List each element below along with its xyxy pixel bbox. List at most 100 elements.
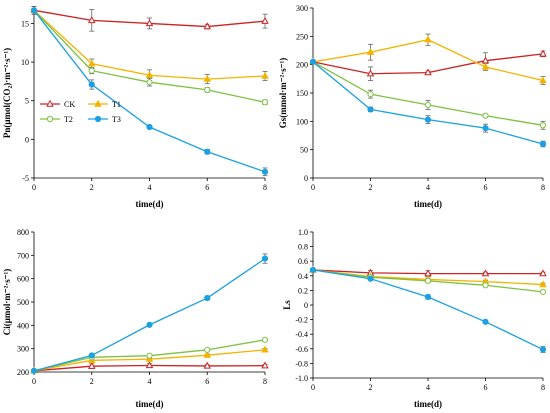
series-T1 — [309, 33, 547, 85]
data-point-T3 — [204, 294, 211, 302]
x-tick-label: 8 — [263, 377, 267, 386]
y-tick-label: 0 — [304, 174, 308, 183]
data-point-T3 — [482, 125, 489, 132]
series-CK — [309, 49, 547, 81]
x-axis-label: time(d) — [414, 399, 442, 409]
y-axis-label: Gs(mmol·m⁻²·s⁻¹) — [278, 58, 288, 128]
data-point-T1 — [424, 35, 432, 43]
data-point-T3 — [88, 81, 95, 88]
series-T3 — [30, 6, 269, 177]
y-tick-label: -5 — [22, 174, 29, 183]
data-point-T3 — [539, 140, 547, 148]
legend-label: T3 — [112, 115, 121, 124]
legend-item-T3: T3 — [88, 115, 121, 124]
series-CK — [30, 361, 269, 374]
data-point-T1 — [203, 74, 211, 82]
x-tick-label: 4 — [426, 383, 430, 392]
x-axis-label: time(d) — [414, 199, 442, 209]
data-point-T2 — [204, 346, 211, 353]
y-tick-label: 800 — [17, 228, 29, 237]
y-tick-label: 50 — [300, 146, 308, 155]
y-tick-label: 250 — [296, 32, 308, 41]
data-point-T2 — [424, 277, 432, 285]
legend-item-T2: T2 — [40, 115, 73, 124]
legend-marker — [46, 99, 54, 107]
x-tick-label: 2 — [369, 183, 373, 192]
x-tick-label: 8 — [541, 183, 545, 192]
y-tick-label: 5 — [25, 97, 29, 106]
data-point-CK — [261, 361, 269, 369]
x-tick-label: 8 — [263, 183, 267, 192]
data-point-T1 — [366, 47, 375, 55]
y-axis-label: Ci(μmol·m⁻²·s⁻¹) — [2, 269, 12, 336]
data-point-T2 — [204, 86, 211, 94]
data-point-CK — [88, 16, 96, 24]
data-point-T1 — [481, 62, 490, 70]
y-tick-label: 0.4 — [298, 272, 308, 281]
y-tick-label: 0 — [25, 135, 29, 144]
data-point-T3 — [261, 255, 269, 262]
x-tick-label: 8 — [541, 383, 545, 392]
y-tick-label: -0.2 — [295, 316, 308, 325]
x-tick-label: 4 — [148, 183, 152, 192]
y-tick-label: 300 — [17, 345, 29, 354]
data-point-T3 — [204, 148, 211, 155]
x-tick-label: 0 — [311, 183, 315, 192]
data-point-T2 — [367, 91, 374, 98]
y-tick-label: 500 — [17, 298, 29, 307]
data-point-T2 — [424, 101, 432, 109]
data-point-CK — [145, 19, 154, 27]
y-tick-label: -1.0 — [295, 374, 308, 383]
data-point-CK — [88, 361, 96, 369]
legend-marker — [46, 115, 54, 123]
y-tick-label: 1.0 — [298, 228, 308, 237]
y-tick-label: 600 — [17, 275, 29, 284]
series-T3 — [30, 253, 269, 374]
data-point-T3 — [367, 275, 374, 282]
y-tick-label: -0.6 — [295, 345, 308, 354]
legend-marker — [94, 115, 102, 123]
data-point-T3 — [261, 168, 269, 175]
legend-label: T1 — [112, 100, 121, 109]
data-point-T2 — [88, 67, 95, 74]
data-point-T3 — [30, 367, 38, 374]
legend-label: CK — [64, 100, 75, 109]
legend-marker — [94, 99, 102, 107]
x-tick-label: 6 — [484, 183, 488, 192]
data-point-T3 — [146, 321, 153, 328]
data-point-T1 — [145, 70, 154, 78]
series-T3 — [309, 58, 547, 148]
data-point-CK — [366, 69, 375, 77]
legend-item-CK: CK — [40, 99, 75, 109]
series-CK — [30, 6, 269, 32]
data-point-T3 — [30, 7, 38, 14]
data-point-CK — [481, 269, 490, 277]
data-point-T2 — [482, 282, 489, 289]
y-tick-label: 0.6 — [298, 257, 308, 266]
x-tick-label: 4 — [148, 377, 152, 386]
data-point-T2 — [539, 288, 547, 295]
x-tick-label: 6 — [205, 377, 209, 386]
y-tick-label: 300 — [296, 4, 308, 13]
y-axis-label: Pn(μmol(CO₂)·m⁻²·s⁻¹) — [2, 48, 12, 138]
data-point-CK — [203, 361, 211, 369]
x-tick-label: 0 — [311, 383, 315, 392]
y-tick-label: 200 — [296, 61, 308, 70]
y-tick-label: 150 — [296, 89, 308, 98]
data-point-CK — [261, 16, 269, 24]
y-tick-label: 700 — [17, 251, 29, 260]
data-point-T1 — [88, 59, 96, 67]
data-point-T3 — [424, 116, 432, 123]
data-point-T3 — [482, 318, 489, 325]
x-tick-label: 6 — [484, 383, 488, 392]
series-T3 — [309, 266, 547, 353]
y-tick-label: 400 — [17, 321, 29, 330]
data-point-T3 — [88, 352, 95, 359]
x-axis-label: time(d) — [136, 199, 164, 209]
data-point-T1 — [261, 345, 269, 353]
x-tick-label: 2 — [369, 383, 373, 392]
data-point-T2 — [482, 112, 489, 119]
x-tick-label: 2 — [90, 183, 94, 192]
